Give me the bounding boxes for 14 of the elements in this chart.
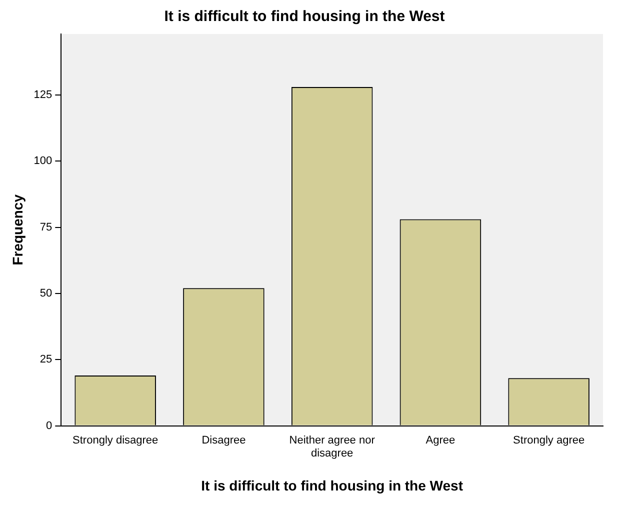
y-axis-title: Frequency [9,194,26,266]
y-tick-label: 25 [40,354,52,366]
x-tick-label: Neither agree nor disagree [289,434,376,460]
y-tick-label: 100 [34,155,52,168]
x-tick-label: Strongly agree [513,434,585,446]
x-tick-label: Agree [426,434,456,446]
y-tick-label: 75 [40,221,52,234]
y-tick-label: 0 [46,420,52,432]
x-axis-title: It is difficult to find housing in the West [201,477,464,494]
y-tick-label: 50 [40,287,52,300]
x-tick-label: Disagree [202,434,246,446]
y-tick-label: 125 [34,88,52,101]
x-tick-label: Strongly disagree [72,434,158,446]
chart-title: It is difficult to find housing in the West [164,8,445,26]
